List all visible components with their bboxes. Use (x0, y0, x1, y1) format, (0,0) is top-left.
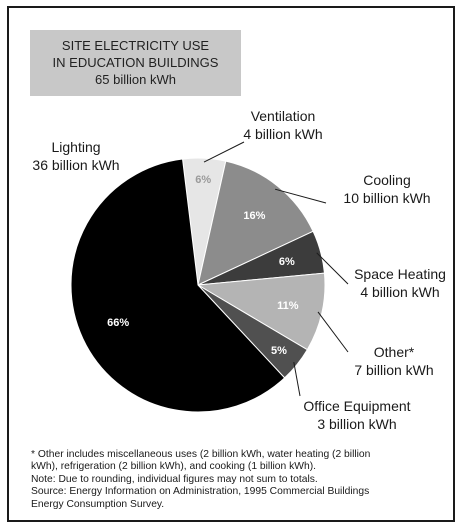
pie-percent-label: 6% (195, 174, 211, 186)
slice-label-office-equipment: Office Equipment 3 billion kWh (292, 397, 422, 433)
pie-percent-label: 11% (277, 300, 299, 312)
chart-title: SITE ELECTRICITY USE IN EDUCATION BUILDI… (30, 30, 241, 96)
slice-name: Ventilation (250, 108, 316, 124)
pie-slice-lighting (70, 158, 286, 413)
slice-label-lighting: Lighting 36 billion kWh (18, 138, 134, 174)
footnote-line: Source: Energy Information on Administra… (31, 486, 370, 498)
slice-value: 10 billion kWh (343, 190, 431, 206)
chart-title-line-3: 65 billion kWh (95, 72, 176, 87)
footnotes: * Other includes miscellaneous uses (2 b… (31, 449, 451, 511)
pie-slice-other (196, 272, 326, 351)
pie-percent-label: 16% (243, 210, 265, 222)
slice-name: Lighting (51, 139, 101, 155)
pie-percent-label: 6% (279, 256, 295, 268)
leader-line (203, 141, 245, 163)
slice-label-cooling: Cooling 10 billion kWh (332, 171, 442, 207)
pie-percent-label: 5% (271, 345, 287, 357)
slice-value: 4 billion kWh (360, 284, 440, 300)
footnote-line: kWh), refrigeration (2 billion kWh), and… (31, 461, 316, 473)
slice-label-space-heating: Space Heating 4 billion kWh (350, 265, 450, 301)
leader-line (317, 311, 349, 353)
footnote-line: * Other includes miscellaneous uses (2 b… (31, 449, 371, 460)
slice-label-other: Other* 7 billion kWh (344, 343, 444, 379)
footnote-line: Note: Due to rounding, individual figure… (31, 473, 318, 485)
slice-name: Cooling (363, 172, 411, 188)
slice-name: Office Equipment (303, 398, 411, 414)
slice-name: Space Heating (354, 266, 446, 282)
slice-label-ventilation: Ventilation 4 billion kWh (238, 107, 328, 143)
slice-value: 7 billion kWh (354, 362, 434, 378)
slice-value: 36 billion kWh (32, 157, 120, 173)
leader-line (293, 362, 301, 397)
leader-line (316, 252, 349, 285)
slice-name: Other* (373, 344, 415, 360)
leader-line (274, 188, 327, 204)
chart-title-line-2: IN EDUCATION BUILDINGS (52, 55, 219, 70)
slice-value: 3 billion kWh (317, 416, 397, 432)
pie-percent-label: 66% (107, 317, 129, 329)
footnote-line: Energy Consumption Survey. (31, 498, 165, 510)
chart-title-line-1: SITE ELECTRICITY USE (61, 38, 210, 53)
slice-value: 4 billion kWh (243, 126, 323, 142)
